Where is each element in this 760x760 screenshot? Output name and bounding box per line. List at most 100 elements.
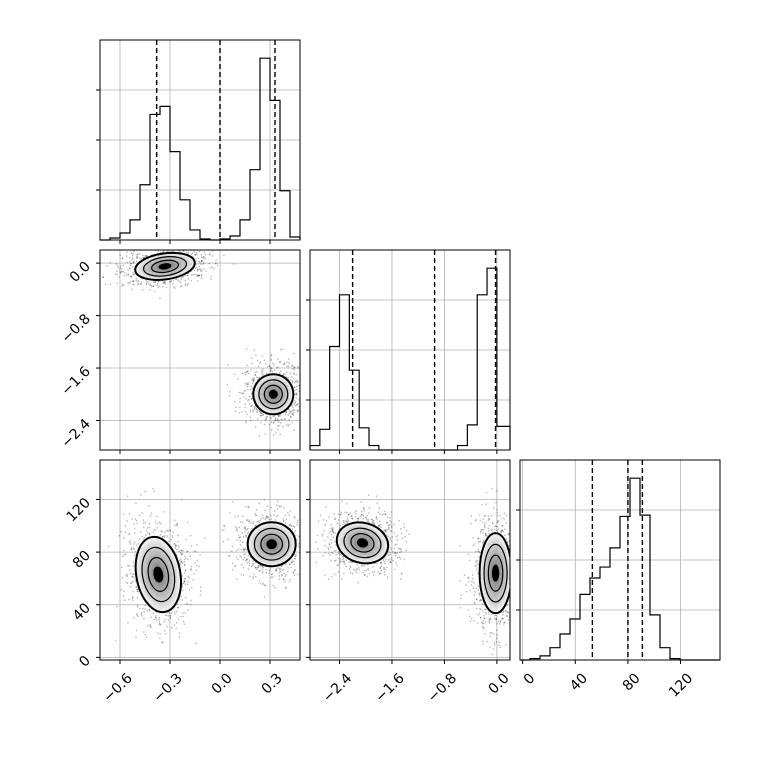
sample-point xyxy=(292,571,295,574)
sample-point xyxy=(127,621,129,624)
sample-point xyxy=(355,512,357,515)
sample-point xyxy=(279,433,282,436)
sample-point xyxy=(289,563,291,566)
sample-point xyxy=(257,520,260,523)
sample-point xyxy=(262,517,265,519)
sample-point xyxy=(343,572,345,575)
sample-point xyxy=(273,514,276,516)
sample-point xyxy=(170,539,173,541)
sample-point xyxy=(150,285,153,288)
sample-point xyxy=(133,548,136,550)
sample-point xyxy=(284,580,286,583)
sample-point xyxy=(195,263,198,266)
sample-point xyxy=(142,257,145,259)
sample-point xyxy=(290,410,293,413)
sample-point xyxy=(130,581,133,584)
sample-point xyxy=(349,572,352,574)
sample-point xyxy=(324,552,327,554)
sample-point xyxy=(297,573,299,576)
sample-point xyxy=(276,508,279,510)
sample-point xyxy=(385,558,387,561)
sample-point xyxy=(177,606,180,609)
sample-point xyxy=(250,385,253,388)
sample-point xyxy=(249,408,252,411)
hist-panel-2 xyxy=(516,459,721,664)
sample-point xyxy=(149,514,152,517)
sample-point xyxy=(129,281,132,283)
sample-point xyxy=(186,583,189,586)
sample-point xyxy=(322,529,325,532)
sample-point xyxy=(511,626,513,628)
sample-point xyxy=(253,563,255,565)
sample-point xyxy=(282,373,285,376)
sample-point xyxy=(400,557,402,560)
sample-point xyxy=(288,362,290,364)
sample-point xyxy=(198,250,201,253)
sample-point xyxy=(141,289,144,291)
sample-point xyxy=(174,543,176,545)
sample-point xyxy=(489,632,492,634)
sample-point xyxy=(200,590,202,592)
sample-point xyxy=(261,355,264,357)
sample-point xyxy=(240,392,242,394)
sample-point xyxy=(262,370,264,373)
sample-point xyxy=(198,260,201,263)
sample-point xyxy=(476,562,478,565)
sample-point xyxy=(247,506,250,508)
sample-point xyxy=(173,519,176,522)
sample-point xyxy=(136,597,139,599)
sample-point xyxy=(162,641,164,643)
sample-point xyxy=(360,515,362,517)
sample-point xyxy=(502,610,505,613)
sample-point xyxy=(133,273,136,276)
sample-point xyxy=(283,572,285,575)
sample-point xyxy=(345,559,348,561)
sample-point xyxy=(181,276,183,279)
y-tick-label: −2.4 xyxy=(58,416,93,451)
sample-point xyxy=(143,522,145,525)
sample-point xyxy=(332,531,335,533)
sample-point xyxy=(292,406,294,409)
sample-point xyxy=(159,623,161,626)
sample-point xyxy=(273,364,275,366)
sample-point xyxy=(403,523,405,525)
sample-point xyxy=(400,572,403,575)
sample-point xyxy=(175,627,177,630)
sample-point xyxy=(316,537,318,539)
sample-point xyxy=(242,392,244,395)
sample-point xyxy=(399,548,401,550)
sample-point xyxy=(270,367,273,370)
sample-point xyxy=(183,580,186,583)
sample-point xyxy=(491,522,494,525)
sample-point xyxy=(289,523,292,526)
sample-point xyxy=(239,406,241,409)
sample-point xyxy=(264,509,266,512)
sample-point xyxy=(188,588,191,591)
sample-point xyxy=(395,536,398,538)
sample-point xyxy=(293,526,296,529)
sample-point xyxy=(305,554,307,556)
sample-point xyxy=(396,552,399,554)
sample-point xyxy=(157,280,160,283)
sample-point xyxy=(182,615,184,618)
sample-point xyxy=(247,506,250,508)
sample-point xyxy=(165,632,167,635)
y-tick-label: 0.0 xyxy=(67,259,94,286)
sample-point xyxy=(266,365,269,368)
sample-point xyxy=(231,545,234,548)
sample-point xyxy=(377,571,379,573)
sample-point xyxy=(149,623,151,626)
sample-point xyxy=(330,539,332,541)
sample-point xyxy=(164,614,167,616)
sample-point xyxy=(133,250,135,253)
sample-point xyxy=(395,543,398,546)
sample-point xyxy=(368,512,370,514)
sample-point xyxy=(166,529,168,532)
sample-point xyxy=(268,365,271,367)
sample-point xyxy=(291,525,294,527)
sample-point xyxy=(396,534,399,537)
sample-point xyxy=(161,536,164,538)
sample-point xyxy=(393,547,396,550)
sample-point xyxy=(379,513,381,515)
